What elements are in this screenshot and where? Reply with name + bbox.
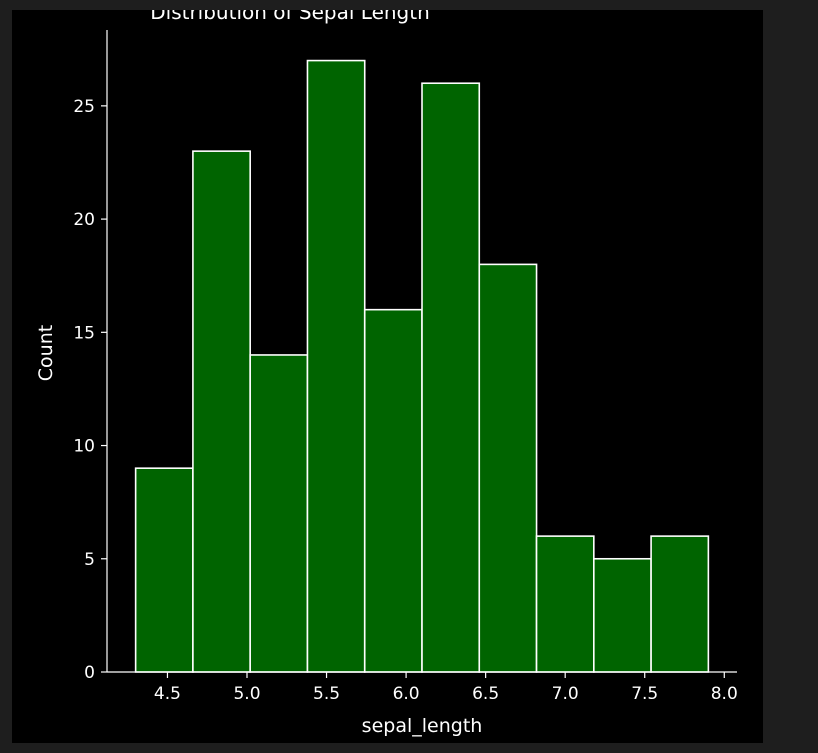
x-tick-label: 6.0 [393, 684, 420, 704]
x-tick-label: 6.5 [472, 684, 499, 704]
y-tick-label: 0 [84, 663, 95, 683]
histogram-bar [192, 150, 251, 673]
x-ticks: 4.5 5.0 5.5 6.0 6.5 7.0 7.5 8.0 [154, 672, 738, 704]
histogram-bar [306, 59, 366, 673]
bars-layer [134, 59, 710, 673]
y-tick-label: 15 [73, 323, 95, 343]
histogram-bar [593, 557, 652, 673]
y-tick-label: 25 [73, 97, 95, 117]
x-tick-label: 5.0 [233, 684, 260, 704]
y-ticks: 0 5 10 15 20 25 [73, 97, 107, 683]
histogram-bar [363, 308, 423, 673]
side-panel [763, 0, 818, 753]
chart-title: Distribution of Sepal Length [150, 10, 430, 24]
chart-figure: 0 5 10 15 20 25 4.5 5.0 5.5 6.0 6.5 7.0 7.5 8.0 Dist… [12, 10, 763, 743]
x-tick-label: 4.5 [154, 684, 181, 704]
x-axis-label: sepal_length [362, 715, 483, 737]
y-tick-label: 10 [73, 437, 95, 457]
histogram-bar [650, 535, 710, 673]
histogram-bar [478, 263, 538, 673]
y-tick-label: 5 [84, 550, 95, 570]
y-axis-label: Count [35, 325, 57, 381]
x-tick-label: 5.5 [313, 684, 340, 704]
histogram-bar [535, 535, 595, 673]
x-tick-label: 7.0 [552, 684, 579, 704]
y-tick-label: 20 [73, 210, 95, 230]
histogram-bar [421, 82, 481, 673]
x-tick-label: 8.0 [711, 684, 738, 704]
histogram-chart: 0 5 10 15 20 25 4.5 5.0 5.5 6.0 6.5 7.0 7.5 8.0 Dist… [35, 10, 738, 737]
x-tick-label: 7.5 [631, 684, 658, 704]
histogram-bar [134, 467, 194, 673]
histogram-bar [249, 354, 309, 673]
